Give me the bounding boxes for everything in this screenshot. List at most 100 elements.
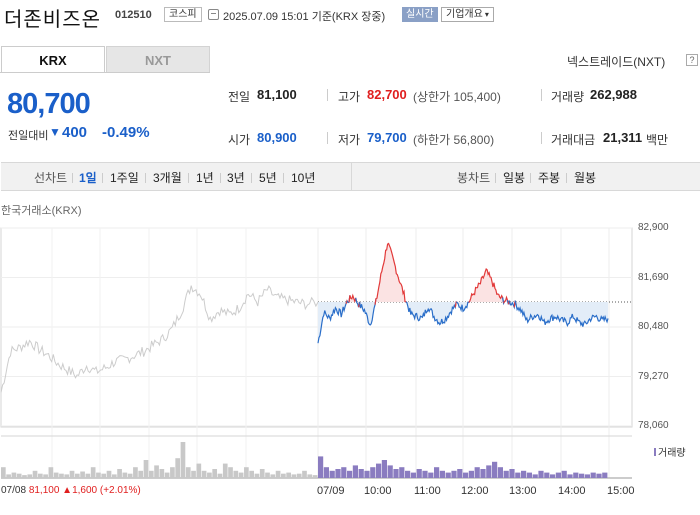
amount-label: 거래대금 [551, 133, 596, 147]
volume-bar-today [538, 470, 544, 478]
volume-bar-prev-day [138, 470, 144, 478]
chart-title: 한국거래소(KRX) [1, 205, 82, 217]
company-overview-button[interactable]: 기업개요 ▾ [441, 7, 494, 22]
volume-bar-today [416, 469, 422, 478]
open-value: 80,900 [257, 130, 297, 145]
volume-bar-today [457, 469, 463, 478]
period-1y[interactable]: 1년 [196, 171, 214, 185]
period-1w[interactable]: 1주일 [110, 171, 139, 185]
period-3m[interactable]: 3개월 [153, 171, 182, 185]
volume-bar-today [358, 469, 364, 478]
series-line-today-up [468, 268, 505, 304]
period-1d[interactable]: 1일 [79, 171, 97, 185]
volume-bar-prev-day [37, 473, 43, 478]
volume-bar-prev-day [6, 474, 11, 478]
area-below-reference [318, 302, 608, 344]
divider [145, 173, 146, 183]
volume-bar-prev-day [212, 469, 218, 478]
volume-bar-prev-day [196, 463, 202, 478]
period-daily[interactable]: 일봉 [503, 171, 526, 185]
divider [541, 89, 542, 101]
period-10y[interactable]: 10년 [291, 171, 316, 185]
volume-bar-today [405, 470, 411, 478]
volume-bar-prev-day [111, 474, 117, 478]
volume-bar-today [579, 473, 585, 478]
volume-bar-today [521, 470, 527, 478]
period-3y[interactable]: 3년 [227, 171, 245, 185]
tab-krx[interactable]: KRX [1, 46, 105, 73]
company-overview-label: 기업개요 [446, 9, 483, 20]
y-tick: 78,060 [638, 420, 669, 431]
y-tick: 80,480 [638, 321, 669, 332]
volume-bar-today [474, 467, 480, 478]
candle-chart-label: 봉차트 [457, 171, 491, 185]
x-tick: 14:00 [558, 485, 586, 497]
period-monthly[interactable]: 월봉 [574, 171, 597, 185]
volume-bar-today [596, 473, 602, 478]
volume-bar-today [497, 467, 503, 478]
volume-bar-prev-day [207, 472, 212, 478]
volume-bar-prev-day [249, 470, 254, 478]
volume-bar-prev-day [74, 473, 80, 478]
volume-bar-prev-day [228, 467, 233, 478]
volume-bar-today [526, 472, 532, 478]
y-tick: 81,690 [638, 272, 669, 283]
volume-bar-prev-day [122, 472, 128, 478]
volume-bar-today [602, 472, 608, 478]
volume-bar-prev-day [265, 472, 270, 478]
volume-bar-prev-day [43, 474, 48, 478]
volume-bar-today [393, 469, 399, 478]
volume-bar-prev-day [59, 473, 64, 478]
x-tick: 11:00 [414, 485, 441, 497]
change-value: 400 [62, 124, 88, 141]
volume-bar-prev-day [244, 467, 249, 478]
period-weekly[interactable]: 주봉 [538, 171, 561, 185]
divider [72, 173, 73, 183]
area-above-reference [318, 243, 608, 303]
volume-bar-today [532, 474, 538, 478]
x-tick: 10:00 [364, 485, 392, 497]
volume-bar-today [434, 467, 440, 478]
volume-bar-prev-day [254, 473, 260, 478]
period-5y[interactable]: 5년 [259, 171, 277, 185]
volume-bar-today [492, 461, 498, 478]
volume-bar-today [445, 472, 451, 478]
volume-bar-prev-day [27, 474, 33, 478]
volume-bar-today [352, 465, 358, 478]
series-line-today-down [514, 300, 609, 328]
x-tick: 07/09 [317, 485, 345, 497]
y-tick: 79,270 [638, 371, 669, 382]
divider [327, 132, 328, 144]
series-line-today-down [358, 298, 377, 326]
divider [541, 132, 542, 144]
volume-bar-prev-day [117, 469, 122, 478]
change-percent: -0.49% [102, 124, 150, 141]
volume-bar-today [561, 470, 567, 478]
help-icon[interactable]: ? [686, 54, 698, 66]
low-label: 저가 [338, 133, 361, 147]
volume-bar-prev-day [16, 473, 22, 478]
volume-bar-prev-day [69, 470, 75, 478]
amount-value: 21,311 [603, 130, 643, 145]
volume-bar-prev-day [11, 472, 17, 478]
volume-bar-prev-day [238, 472, 244, 478]
stock-header: 더존비즈온 012510 코스피 2025.07.09 15:01 기준(KRX… [0, 0, 700, 31]
volume-bar-today [439, 470, 445, 478]
volume-bar-today [381, 460, 387, 478]
amount-unit: 백만 [646, 133, 669, 147]
volume-bar-prev-day [53, 472, 59, 478]
realtime-button[interactable]: 실시간 [402, 7, 438, 22]
volume-bar-today [399, 467, 405, 478]
market-badge: 코스피 [164, 7, 202, 22]
volume-bar-prev-day [80, 471, 85, 478]
high-value: 82,700 [367, 87, 407, 102]
volume-bar-prev-day [270, 474, 276, 478]
volume-bar-prev-day [217, 473, 223, 478]
volume-bar-today [364, 470, 370, 478]
current-price: 80,700 [7, 88, 91, 120]
stock-code: 012510 [115, 9, 152, 21]
volume-bar-today [480, 469, 486, 478]
volume-bar-prev-day [48, 467, 54, 478]
nxt-link[interactable]: 넥스트레이드(NXT) [567, 55, 666, 69]
tab-nxt[interactable]: NXT [106, 46, 210, 73]
